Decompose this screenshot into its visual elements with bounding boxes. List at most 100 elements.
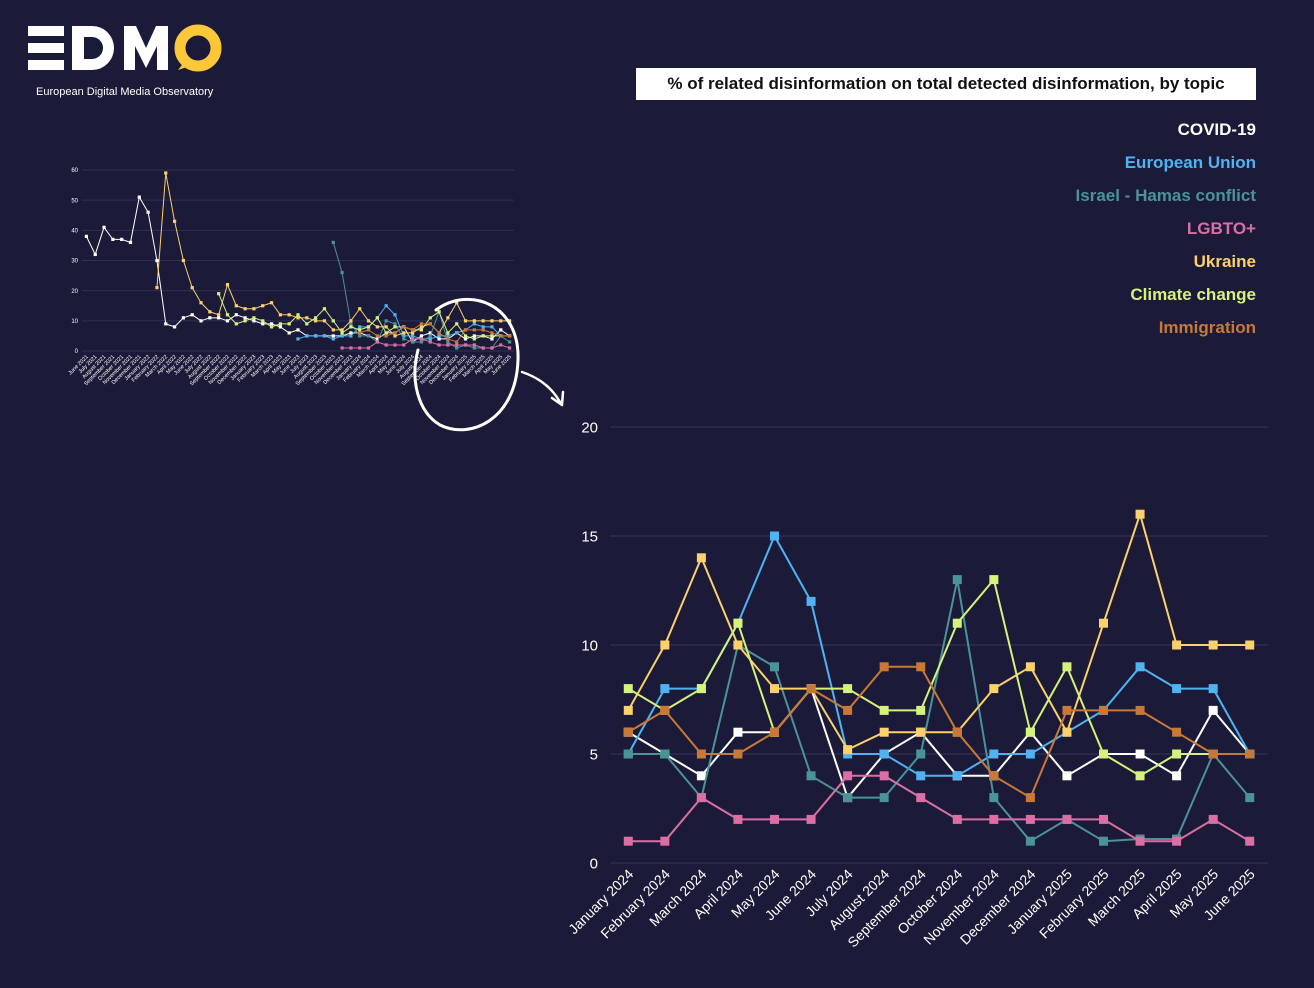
chart-legend: COVID-19 European Union Israel - Hamas con…: [1076, 118, 1256, 349]
data-point: [366, 346, 371, 350]
data-point: [843, 705, 853, 715]
data-point: [172, 325, 177, 329]
data-point: [1172, 684, 1182, 694]
data-point: [296, 328, 300, 332]
data-point: [1172, 727, 1182, 737]
series-european-union: [623, 531, 1255, 781]
data-point: [384, 319, 388, 323]
data-point: [1025, 793, 1035, 803]
data-point: [375, 340, 379, 344]
y-tick-label: 10: [581, 637, 598, 654]
data-point: [916, 662, 926, 672]
data-point: [384, 304, 388, 308]
data-point: [243, 307, 247, 311]
data-point: [411, 331, 415, 335]
data-point: [287, 313, 291, 317]
data-point: [660, 684, 670, 694]
data-point: [411, 328, 415, 332]
data-point: [490, 319, 494, 323]
data-point: [952, 618, 962, 628]
data-point: [437, 337, 441, 341]
data-point: [733, 814, 743, 824]
data-point: [733, 727, 743, 737]
data-point: [296, 316, 300, 320]
legend-item: Climate change: [1130, 285, 1256, 304]
data-point: [1135, 705, 1145, 715]
data-point: [916, 749, 926, 759]
data-point: [234, 313, 238, 317]
data-point: [490, 337, 494, 341]
data-point: [1099, 814, 1108, 824]
data-point: [1135, 749, 1145, 759]
data-point: [190, 286, 194, 290]
data-point: [199, 319, 203, 323]
data-point: [507, 334, 512, 338]
data-point: [660, 749, 670, 759]
data-point: [916, 705, 926, 715]
data-point: [349, 319, 353, 323]
data-point: [340, 334, 344, 338]
y-tick-label: 20: [71, 289, 78, 295]
data-point: [393, 313, 397, 317]
data-point: [340, 331, 344, 335]
data-point: [446, 334, 450, 338]
data-point: [217, 292, 221, 296]
data-point: [770, 531, 779, 541]
data-point: [1062, 771, 1072, 781]
data-point: [1025, 662, 1035, 672]
data-point: [261, 304, 265, 308]
data-point: [455, 340, 459, 344]
data-point: [916, 771, 926, 781]
data-point: [1208, 705, 1218, 715]
data-point: [1135, 771, 1145, 781]
data-point: [358, 334, 362, 338]
data-point: [472, 322, 476, 326]
data-point: [1245, 749, 1255, 759]
data-point: [879, 705, 889, 715]
data-point: [1172, 836, 1182, 846]
series-lgbto-: [340, 337, 512, 350]
data-point: [340, 270, 344, 275]
data-point: [952, 727, 962, 737]
y-tick-label: 20: [581, 419, 598, 436]
data-point: [623, 749, 633, 759]
data-point: [490, 331, 494, 335]
data-point: [428, 337, 432, 341]
data-point: [93, 252, 97, 257]
data-point: [1062, 814, 1072, 824]
data-point: [879, 793, 889, 803]
data-point: [770, 684, 779, 694]
data-point: [879, 727, 889, 737]
data-point: [314, 319, 318, 323]
data-point: [428, 316, 432, 320]
data-point: [402, 343, 406, 347]
data-point: [419, 334, 424, 338]
legend-item: European Union: [1124, 153, 1256, 172]
data-point: [225, 283, 230, 287]
data-point: [172, 219, 177, 223]
data-point: [137, 195, 141, 199]
data-point: [358, 346, 362, 350]
data-point: [507, 346, 512, 350]
data-point: [181, 316, 185, 320]
series-immigration: [358, 322, 512, 344]
data-point: [806, 684, 816, 694]
data-point: [843, 684, 853, 694]
data-point: [331, 319, 335, 323]
data-point: [375, 325, 379, 329]
data-point: [733, 749, 743, 759]
data-point: [428, 331, 432, 335]
data-point: [305, 322, 309, 326]
data-point: [419, 322, 424, 326]
data-point: [419, 328, 424, 332]
series-covid-19: [84, 195, 512, 344]
data-point: [243, 319, 247, 323]
data-point: [252, 307, 256, 311]
data-point: [463, 328, 468, 332]
data-point: [1135, 662, 1145, 672]
data-point: [349, 346, 353, 350]
data-point: [472, 334, 476, 338]
data-point: [806, 814, 816, 824]
data-point: [269, 301, 274, 305]
